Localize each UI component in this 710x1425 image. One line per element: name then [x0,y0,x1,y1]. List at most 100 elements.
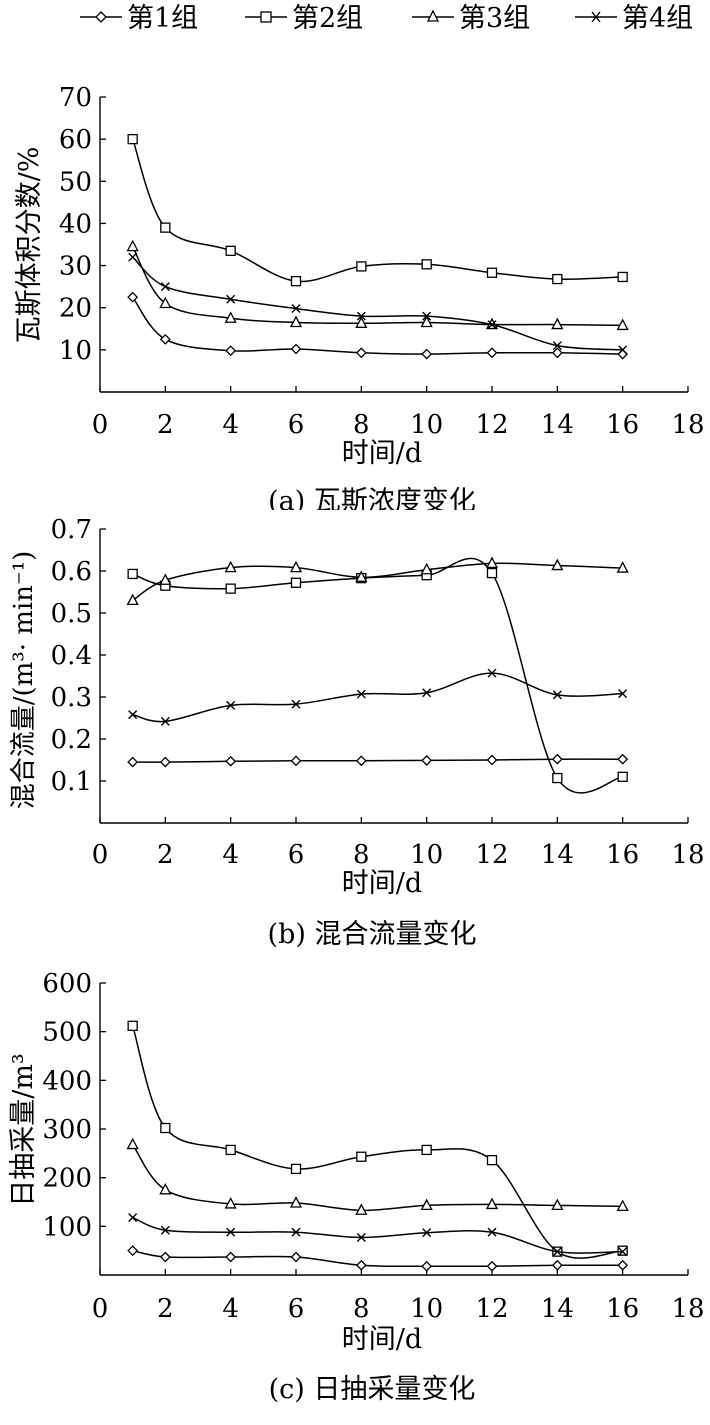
x-tick-label: 16 [606,1294,639,1324]
data-point-s4-6 [422,311,432,321]
data-point-s2-3 [225,583,236,594]
data-point-s4-8 [552,690,562,700]
data-point-s1-2 [159,333,171,345]
data-point-s3-2 [159,1182,172,1195]
data-point-s1-4 [290,755,302,767]
y-tick-label: 300 [42,1115,92,1145]
data-point-s4-2 [160,716,170,726]
data-point-s2-7 [486,1154,498,1166]
data-point-s4-7-stroke-b [487,1227,497,1237]
data-point-s2-6 [421,1144,432,1156]
data-point-s1-7 [486,754,498,766]
data-point-s4-2 [160,1225,170,1235]
series-4 [128,252,628,355]
data-point-s2-2 [160,222,171,233]
series-1 [127,753,629,768]
y-axis-label: 日抽采量/m³ [8,1053,39,1207]
data-point-s1-2 [159,756,171,768]
data-point-s4-5-stroke-b [356,1233,366,1243]
data-point-s2-8 [552,273,563,285]
x-tick-label: 0 [92,1294,109,1324]
data-point-s4-4 [291,699,301,709]
legend-item-3: 第3组 [412,3,530,34]
data-point-s4-1 [128,252,138,262]
data-point-s3-8 [551,1198,564,1211]
x-tick-label: 18 [671,410,704,440]
data-point-s3-1 [126,239,139,252]
data-point-s4-3-stroke-b [226,700,236,710]
data-point-s1-5 [355,755,367,767]
legend: 第1组 第2组 第3组 第4组 [80,3,693,34]
y-tick-label: 0.6 [51,557,92,587]
x-axis-label: 时间/d [342,868,422,899]
x-tick-label: 18 [671,840,704,870]
data-point-s4-5 [356,311,366,321]
series-line-3 [132,246,623,327]
x-tick-label: 18 [671,1294,704,1324]
data-point-s3-9 [616,318,629,331]
legend-label-1: 第1组 [127,3,198,34]
data-point-s1-8 [551,1259,563,1271]
series-line-4 [132,256,623,351]
data-point-s1-3 [225,1251,237,1263]
data-point-s4-3-stroke-b [226,294,236,304]
legend-label-3: 第3组 [459,3,530,34]
data-point-s2-3 [225,1144,236,1156]
data-point-s1-6 [421,755,433,766]
x-tick-label: 6 [288,1294,305,1324]
data-point-s1-8 [551,753,563,765]
data-point-s3-4 [289,315,303,328]
y-tick-label: 0.7 [51,515,92,545]
data-point-s1-7 [486,1260,498,1272]
data-point-s4-8-stroke-b [552,1247,562,1257]
y-tick-label: 100 [42,1212,92,1242]
series-4 [128,1213,628,1257]
data-point-s4-3-stroke-b [226,1227,236,1237]
chart-panel-gas-concentration: 0 2 4 6 8 10 12 14 16 18 10 20 30 40 50 60 70 时间/d 瓦斯体积分数/… [0,40,710,517]
x-tick-label: 10 [410,1294,443,1324]
data-point-s4-7 [487,668,497,678]
x-axis-label: 时间/d [342,1324,422,1355]
data-point-s1-3 [225,755,237,767]
x-tick-label: 6 [288,840,305,870]
data-point-s3-3 [224,1197,237,1209]
series-line-2 [132,557,623,794]
y-axis-label: 瓦斯体积分数/% [14,147,45,344]
chart-panel-daily-extraction: 0 2 4 6 8 10 12 14 16 18 100 200 300 400 500 600 时间/d 日抽采… [0,955,710,1425]
chart-panel-mixed-flow: 0 2 4 6 8 10 12 14 16 18 0.1 0.2 0.3 0.4 0.5 0.6 0.7 时间/d… [0,505,710,975]
x-tick-label: 4 [222,1294,239,1324]
data-point-s2-4 [290,577,302,588]
data-point-s1-1 [127,291,139,303]
data-point-s1-4 [290,343,302,355]
y-tick-label: 600 [42,969,92,999]
data-point-s2-7 [486,267,498,278]
x-tick-label: 16 [606,410,639,440]
data-point-s3-2 [159,573,172,585]
data-point-s1-6 [421,1260,433,1272]
data-point-s2-1 [127,568,138,580]
data-point-s4-2-stroke-b [160,716,170,726]
y-tick-label: 0.4 [51,641,92,671]
data-point-s4-4-stroke-b [291,304,301,314]
x-tick-label: 12 [475,1294,508,1324]
y-tick-label: 0.2 [51,725,92,755]
data-point-s1-5 [355,347,367,359]
data-point-s4-9 [618,1247,628,1257]
data-point-s3-9 [616,561,629,573]
y-tick-label: 30 [59,252,92,282]
x-tick-label: 2 [157,840,174,870]
x-tick-label: 4 [222,410,239,440]
data-point-s4-4 [291,1227,301,1237]
data-point-s3-9 [616,1199,629,1212]
triangle-marker-icon [426,9,440,22]
data-point-s1-9 [617,348,629,360]
y-tick-label: 200 [42,1164,92,1194]
data-point-s4-9-stroke-b [618,345,628,355]
chart-caption: (b) 混合流量变化 [268,919,477,950]
data-point-s4-6 [422,1228,432,1238]
x-tick-label: 4 [222,840,239,870]
data-point-s4-5 [356,1233,366,1243]
data-point-s4-8 [552,1247,562,1257]
legend-item-1: 第1组 [80,3,198,34]
data-point-s2-9 [617,271,628,283]
